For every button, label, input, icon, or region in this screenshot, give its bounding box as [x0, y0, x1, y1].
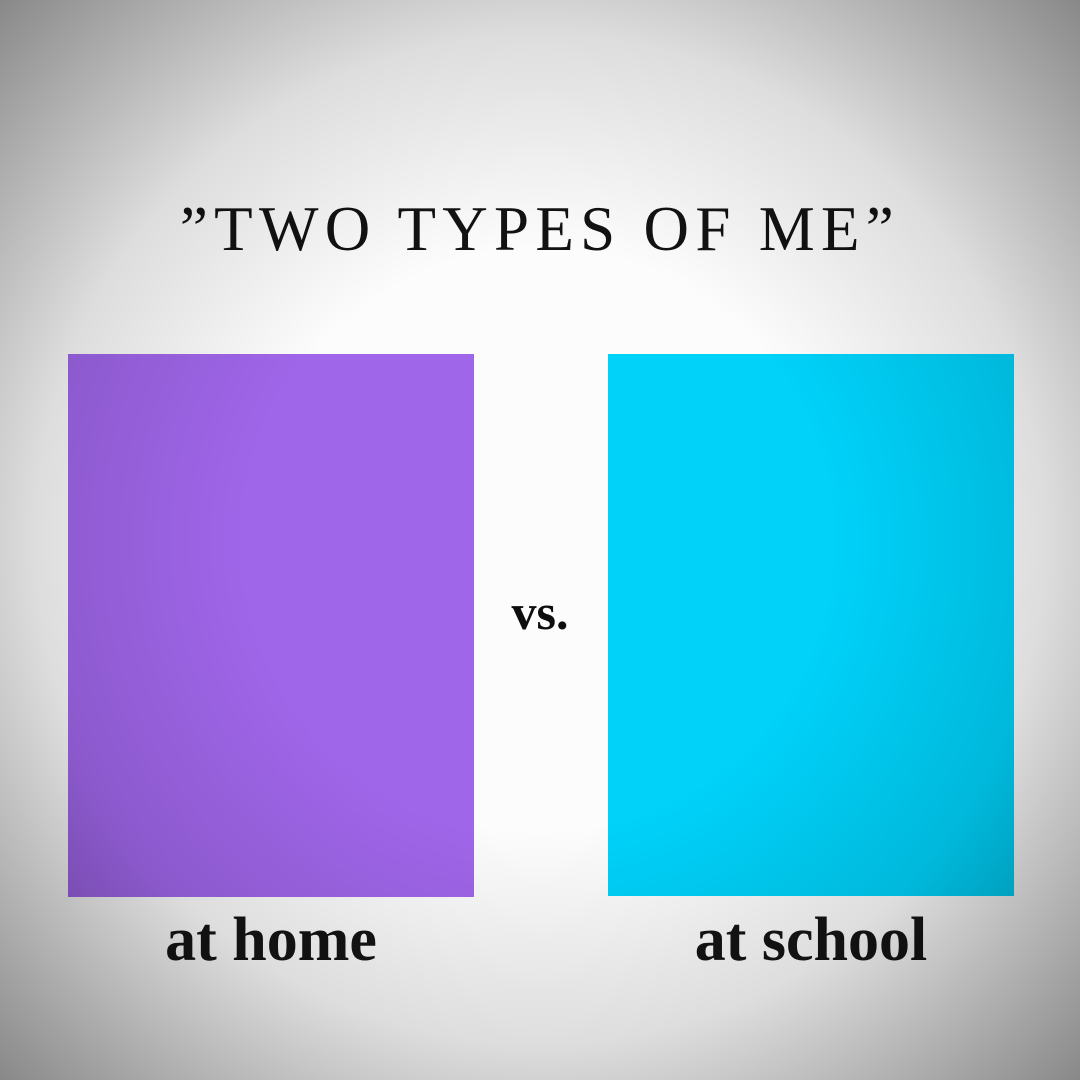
right-color-panel	[608, 354, 1014, 896]
versus-text: vs.	[511, 584, 569, 640]
left-color-panel	[68, 354, 474, 897]
right-panel-label: at school	[694, 906, 928, 974]
meme-title: ”TWO TYPES OF ME”	[179, 194, 901, 264]
left-panel-label: at home	[165, 906, 377, 974]
